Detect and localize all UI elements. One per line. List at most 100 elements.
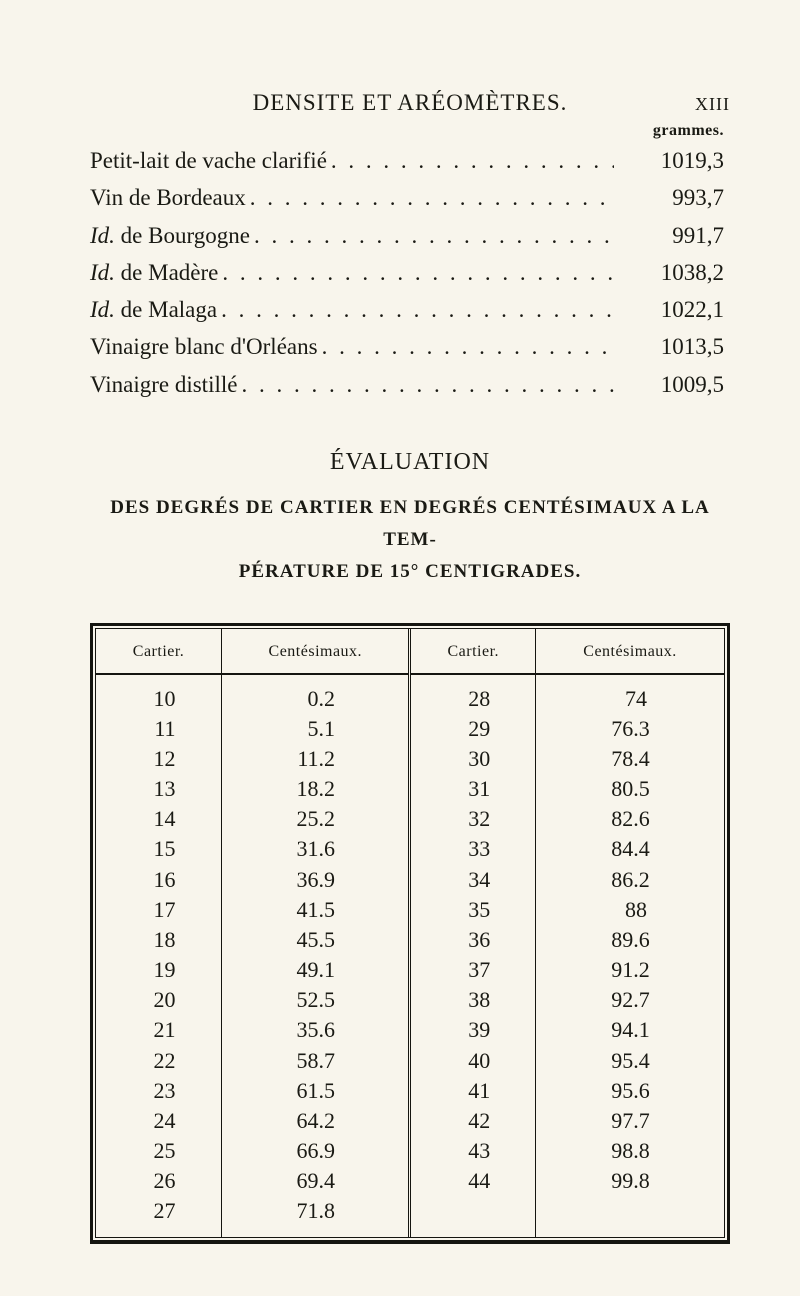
- table-cell: [536, 1196, 724, 1237]
- leader-dots: [217, 291, 614, 328]
- evaluation-subtitle: DES DEGRÉS DE CARTIER EN DEGRÉS CENTÉSIM…: [90, 492, 730, 589]
- table-cell: [410, 1196, 536, 1237]
- table-row: 2669.44499.8: [96, 1166, 724, 1196]
- table-cell: 49.1: [222, 955, 410, 985]
- table-cell: 14: [96, 804, 222, 834]
- conversion-table-frame: Cartier. Centésimaux. Cartier. Centésima…: [90, 623, 730, 1245]
- table-cell: 40: [410, 1046, 536, 1076]
- table-row: 2258.74095.4: [96, 1046, 724, 1076]
- page: DENSITE ET ARÉOMÈTRES. XIII grammes. Pet…: [90, 90, 730, 1244]
- table-cell: 28: [410, 674, 536, 714]
- table-cell: 27: [96, 1196, 222, 1237]
- table-row: 2052.53892.7: [96, 985, 724, 1015]
- table-cell: 22: [96, 1046, 222, 1076]
- table-cell: 16: [96, 865, 222, 895]
- table-cell: 99.8: [536, 1166, 724, 1196]
- table-cell: 82.6: [536, 804, 724, 834]
- table-cell: 94.1: [536, 1015, 724, 1045]
- table-cell: 37: [410, 955, 536, 985]
- table-row: 1425.23282.6: [96, 804, 724, 834]
- evaluation-title: ÉVALUATION: [90, 449, 730, 476]
- table-cell: 88: [536, 895, 724, 925]
- table-row: 1636.93486.2: [96, 865, 724, 895]
- table-row: 2135.63994.1: [96, 1015, 724, 1045]
- table-cell: 89.6: [536, 925, 724, 955]
- col-header: Cartier.: [410, 629, 536, 674]
- table-cell: 5.1: [222, 714, 410, 744]
- table-cell: 11.2: [222, 744, 410, 774]
- table-cell: 98.8: [536, 1136, 724, 1166]
- table-cell: 17: [96, 895, 222, 925]
- leader-dots: [318, 328, 614, 365]
- header-row: DENSITE ET ARÉOMÈTRES. XIII: [90, 90, 730, 116]
- table-cell: 35.6: [222, 1015, 410, 1045]
- page-title: DENSITE ET ARÉOMÈTRES.: [150, 90, 670, 116]
- table-row: 2361.54195.6: [96, 1076, 724, 1106]
- table-cell: 42: [410, 1106, 536, 1136]
- table-cell: 26: [96, 1166, 222, 1196]
- col-header: Centésimaux.: [222, 629, 410, 674]
- table-row: 1949.13791.2: [96, 955, 724, 985]
- table-cell: 41: [410, 1076, 536, 1106]
- grammes-label: grammes.: [90, 122, 724, 140]
- table-cell: 18.2: [222, 774, 410, 804]
- list-item-label: Vin de Bordeaux: [90, 179, 246, 216]
- table-cell: 97.7: [536, 1106, 724, 1136]
- col-header: Cartier.: [96, 629, 222, 674]
- table-row: 1318.23180.5: [96, 774, 724, 804]
- evaluation-subtitle-line1: DES DEGRÉS DE CARTIER EN DEGRÉS CENTÉSIM…: [110, 497, 710, 550]
- table-row: 2566.94398.8: [96, 1136, 724, 1166]
- table-cell: 18: [96, 925, 222, 955]
- table-header-row: Cartier. Centésimaux. Cartier. Centésima…: [96, 629, 724, 674]
- table-cell: 31: [410, 774, 536, 804]
- table-row: 1531.63384.4: [96, 834, 724, 864]
- table-cell: 95.4: [536, 1046, 724, 1076]
- table-row: 2464.24297.7: [96, 1106, 724, 1136]
- list-item-value: 993,7: [614, 179, 730, 216]
- leader-dots: [327, 142, 614, 179]
- table-cell: 71.8: [222, 1196, 410, 1237]
- list-item: Petit-lait de vache clarifié 1019,3: [90, 142, 730, 179]
- table-cell: 39: [410, 1015, 536, 1045]
- table-cell: 45.5: [222, 925, 410, 955]
- table-cell: 24: [96, 1106, 222, 1136]
- leader-dots: [218, 254, 614, 291]
- table-cell: 32: [410, 804, 536, 834]
- list-item: Id. de Bourgogne991,7: [90, 217, 730, 254]
- table-cell: 36: [410, 925, 536, 955]
- table-cell: 0.2: [222, 674, 410, 714]
- conversion-table-inner: Cartier. Centésimaux. Cartier. Centésima…: [95, 628, 725, 1239]
- list-item-value: 991,7: [614, 217, 730, 254]
- table-cell: 38: [410, 985, 536, 1015]
- table-cell: 29: [410, 714, 536, 744]
- table-cell: 66.9: [222, 1136, 410, 1166]
- list-item: Vinaigre blanc d'Orléans 1013,5: [90, 328, 730, 365]
- list-item-value: 1019,3: [614, 142, 730, 179]
- table-cell: 10: [96, 674, 222, 714]
- table-cell: 19: [96, 955, 222, 985]
- leader-dots: [246, 179, 614, 216]
- list-item: Vinaigre distillé1009,5: [90, 366, 730, 403]
- table-cell: 31.6: [222, 834, 410, 864]
- table-row: 1741.53588: [96, 895, 724, 925]
- conversion-table: Cartier. Centésimaux. Cartier. Centésima…: [96, 629, 724, 1238]
- table-cell: 76.3: [536, 714, 724, 744]
- list-item-label: Id. de Malaga: [90, 291, 217, 328]
- table-cell: 80.5: [536, 774, 724, 804]
- table-cell: 58.7: [222, 1046, 410, 1076]
- table-row: 115.12976.3: [96, 714, 724, 744]
- table-cell: 13: [96, 774, 222, 804]
- list-item-label: Vinaigre blanc d'Orléans: [90, 328, 318, 365]
- page-number: XIII: [670, 94, 730, 115]
- col-header: Centésimaux.: [536, 629, 724, 674]
- table-cell: 74: [536, 674, 724, 714]
- table-cell: 15: [96, 834, 222, 864]
- table-row: 100.22874: [96, 674, 724, 714]
- table-cell: 25.2: [222, 804, 410, 834]
- table-cell: 21: [96, 1015, 222, 1045]
- list-item-value: 1013,5: [614, 328, 730, 365]
- table-cell: 64.2: [222, 1106, 410, 1136]
- list-item: Id. de Malaga1022,1: [90, 291, 730, 328]
- list-item-label: Petit-lait de vache clarifié: [90, 142, 327, 179]
- table-cell: 95.6: [536, 1076, 724, 1106]
